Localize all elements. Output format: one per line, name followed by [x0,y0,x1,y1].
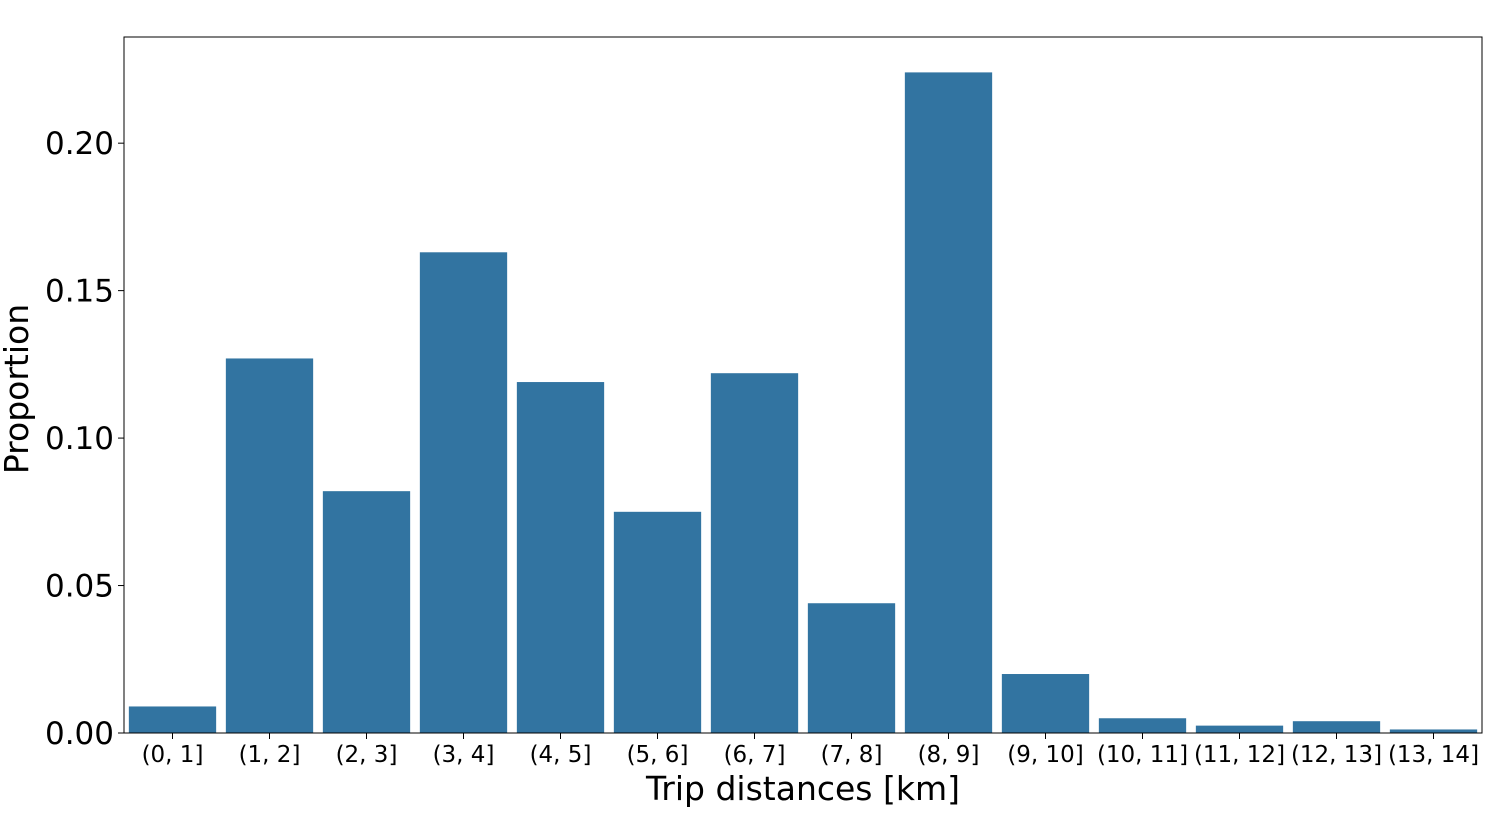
bar-0 [128,706,217,733]
y-tick-label-1: 0.05 [45,569,114,605]
x-tick-label-10: (10, 11] [1097,742,1188,768]
x-tick-label-3: (3, 4] [433,742,495,768]
bar-13 [1389,729,1478,733]
bar-6 [710,373,799,733]
x-tick-label-9: (9, 10] [1007,742,1083,768]
bar-4 [516,382,605,733]
bar-12 [1292,721,1381,733]
bar-3 [419,252,508,733]
plot-frame [123,36,1483,734]
y-axis-label: Proportion [0,304,36,474]
y-tick-label-4: 0.20 [45,126,114,162]
x-tick-label-12: (12, 13] [1291,742,1382,768]
y-tick-label-3: 0.15 [45,274,114,310]
bar-5 [613,511,702,733]
bar-9 [1001,674,1090,733]
y-axis-ticks: 0.00 0.05 0.10 0.15 0.20 [45,126,124,752]
bar-2 [322,491,411,733]
bar-10 [1098,718,1187,733]
x-tick-label-4: (4, 5] [530,742,592,768]
x-tick-label-8: (8, 9] [918,742,980,768]
bar-11 [1195,725,1284,733]
x-tick-label-1: (1, 2] [239,742,301,768]
x-tick-label-11: (11, 12] [1194,742,1285,768]
bars-group [128,72,1478,733]
bar-1 [225,358,314,733]
bar-8 [904,72,993,733]
x-tick-label-13: (13, 14] [1388,742,1479,768]
y-tick-label-0: 0.00 [45,716,114,752]
x-axis-ticks: (0, 1] (1, 2] (2, 3] (3, 4] (4, 5] (5, 6] (6, … [142,733,1479,768]
x-axis-label: Trip distances [km] [645,769,960,808]
x-tick-label-0: (0, 1] [142,742,204,768]
y-tick-label-2: 0.10 [45,421,114,457]
x-tick-label-7: (7, 8] [821,742,883,768]
bar-7 [807,603,896,733]
x-tick-label-2: (2, 3] [336,742,398,768]
x-tick-label-6: (6, 7] [724,742,786,768]
x-tick-label-5: (5, 6] [627,742,689,768]
